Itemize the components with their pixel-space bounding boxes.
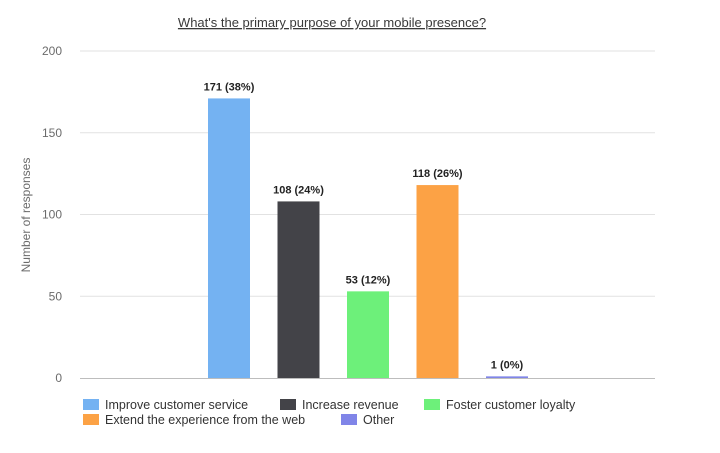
data-label-0: 171 (38%) <box>204 81 255 93</box>
data-label-2: 53 (12%) <box>346 274 391 286</box>
legend-swatch-0 <box>83 399 99 410</box>
y-tick-label: 200 <box>42 44 62 58</box>
legend-swatch-2 <box>424 399 440 410</box>
data-label-4: 1 (0%) <box>491 359 524 371</box>
data-label-3: 118 (26%) <box>412 168 462 180</box>
bar-2 <box>347 291 389 378</box>
y-tick-label: 50 <box>49 289 63 303</box>
legend-swatch-1 <box>280 399 296 410</box>
legend-swatch-3 <box>83 414 99 425</box>
bar-4 <box>486 376 528 378</box>
legend-label-3[interactable]: Extend the experience from the web <box>105 413 305 427</box>
legend-label-1[interactable]: Increase revenue <box>302 398 399 412</box>
y-tick-label: 0 <box>55 371 62 385</box>
data-label-1: 108 (24%) <box>273 184 324 196</box>
legend-label-2[interactable]: Foster customer loyalty <box>446 398 576 412</box>
chart-title: What's the primary purpose of your mobil… <box>178 15 486 30</box>
bars <box>208 98 528 378</box>
y-axis-ticks: 0 50 100 150 200 <box>42 44 62 385</box>
bar-1 <box>277 201 320 378</box>
legend: Improve customer service Increase revenue… <box>83 398 576 427</box>
legend-swatch-4 <box>341 414 357 425</box>
gridlines <box>80 50 655 297</box>
legend-label-0[interactable]: Improve customer service <box>105 398 248 412</box>
bar-0 <box>208 98 250 378</box>
y-tick-label: 100 <box>42 208 62 222</box>
data-labels: 171 (38%) 108 (24%) 53 (12%) 118 (26%) 1 (0%… <box>204 81 524 371</box>
y-tick-label: 150 <box>42 126 62 140</box>
y-axis-label: Number of responses <box>19 158 33 273</box>
legend-label-4[interactable]: Other <box>363 413 394 427</box>
bar-3 <box>416 185 459 378</box>
